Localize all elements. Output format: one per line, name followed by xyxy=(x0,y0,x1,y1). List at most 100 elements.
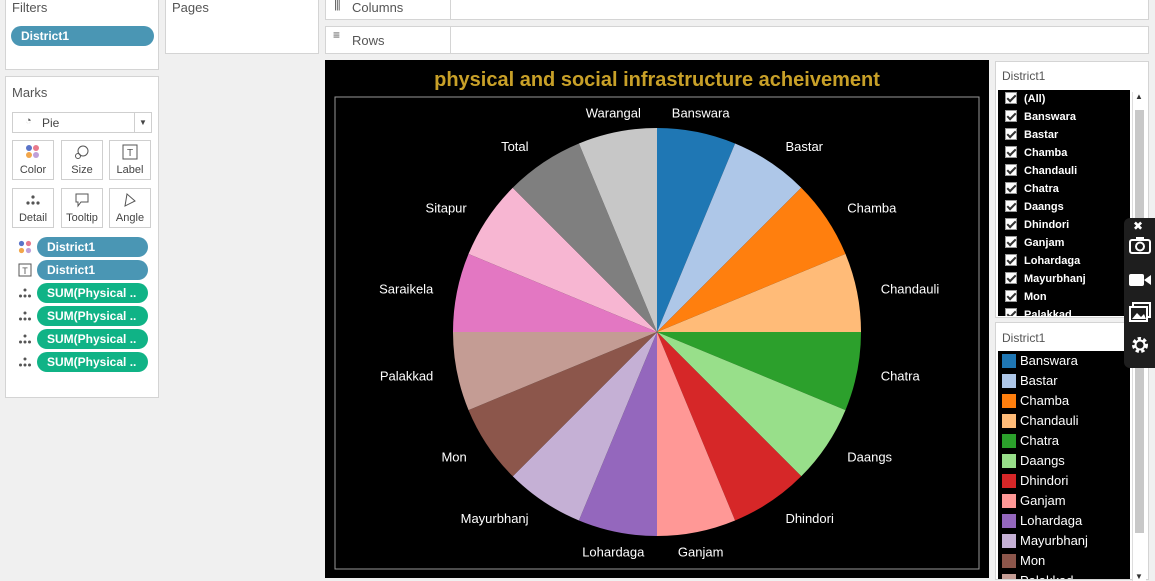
checkbox-checked-icon[interactable] xyxy=(1005,164,1017,176)
size-icon xyxy=(62,144,102,164)
marks-field-pill[interactable]: District1 xyxy=(37,237,148,257)
checkbox-checked-icon[interactable] xyxy=(1005,308,1017,316)
filter-option[interactable]: Chandauli xyxy=(998,162,1130,180)
checkbox-checked-icon[interactable] xyxy=(1005,218,1017,230)
legend-item[interactable]: Ganjam xyxy=(998,491,1130,511)
camera-icon[interactable] xyxy=(1128,236,1152,260)
legend-scroll-thumb[interactable] xyxy=(1135,363,1144,533)
gallery-icon[interactable] xyxy=(1128,302,1152,326)
legend-scrollbar[interactable]: ▼ xyxy=(1132,353,1146,581)
pie-slice[interactable] xyxy=(657,332,736,536)
pie-slice[interactable] xyxy=(657,332,846,477)
marks-field-pill[interactable]: SUM(Physical .. xyxy=(37,306,148,326)
filter-option-label: Dhindori xyxy=(1024,219,1070,231)
filter-option[interactable]: Lohardaga xyxy=(998,252,1130,270)
checkbox-checked-icon[interactable] xyxy=(1005,290,1017,302)
filter-scroll-thumb[interactable] xyxy=(1135,110,1144,240)
label-button[interactable]: T Label xyxy=(109,140,151,180)
legend-item[interactable]: Bastar xyxy=(998,371,1130,391)
rows-label: Rows xyxy=(352,33,385,48)
legend-swatch xyxy=(1002,534,1016,548)
filter-option[interactable]: Chamba xyxy=(998,144,1130,162)
filter-option[interactable]: Mon xyxy=(998,288,1130,306)
filter-option[interactable]: Palakkad xyxy=(998,306,1130,316)
color-button[interactable]: Color xyxy=(12,140,54,180)
pin-icon[interactable]: ✖ xyxy=(1132,219,1144,233)
angle-button[interactable]: Angle xyxy=(109,188,151,228)
checkbox-checked-icon[interactable] xyxy=(1005,200,1017,212)
pie-slice[interactable] xyxy=(657,128,736,332)
columns-label: Columns xyxy=(352,0,404,15)
detail-icon xyxy=(18,309,32,323)
filters-panel: Filters District1 xyxy=(5,0,159,70)
video-icon[interactable] xyxy=(1128,270,1152,294)
checkbox-checked-icon[interactable] xyxy=(1005,182,1017,194)
pie-slice[interactable] xyxy=(657,187,846,332)
legend-item[interactable]: Banswara xyxy=(998,351,1130,371)
marks-field-pill[interactable]: SUM(Physical .. xyxy=(37,329,148,349)
legend-label: Bastar xyxy=(1020,373,1058,388)
legend-item[interactable]: Mayurbhanj xyxy=(998,531,1130,551)
marks-field-pill[interactable]: SUM(Physical .. xyxy=(37,352,148,372)
slice-label: Saraikela xyxy=(379,281,434,296)
filter-option-label: Banswara xyxy=(1024,111,1076,123)
slice-label: Total xyxy=(501,139,529,154)
filter-option[interactable]: Chatra xyxy=(998,180,1130,198)
pie-slice[interactable] xyxy=(578,128,657,332)
pie-slice[interactable] xyxy=(453,332,657,411)
filter-option[interactable]: Bastar xyxy=(998,126,1130,144)
legend-swatch xyxy=(1002,494,1016,508)
legend-item[interactable]: Dhindori xyxy=(998,471,1130,491)
legend-label: Banswara xyxy=(1020,353,1078,368)
checkbox-checked-icon[interactable] xyxy=(1005,110,1017,122)
pie-slice[interactable] xyxy=(657,253,861,332)
filter-pill-district[interactable]: District1 xyxy=(11,26,154,46)
pie-slice[interactable] xyxy=(657,332,861,411)
pie-slice[interactable] xyxy=(468,187,657,332)
legend-item[interactable]: Daangs xyxy=(998,451,1130,471)
filter-option[interactable]: (All) xyxy=(998,90,1130,108)
pie-slice[interactable] xyxy=(578,332,657,536)
legend-item[interactable]: Palakkad xyxy=(998,571,1130,579)
filter-option[interactable]: Dhindori xyxy=(998,216,1130,234)
pie-slice[interactable] xyxy=(657,332,802,521)
checkbox-checked-icon[interactable] xyxy=(1005,272,1017,284)
columns-divider xyxy=(450,0,451,19)
slice-label: Dhindori xyxy=(785,511,834,526)
legend-item[interactable]: Mon xyxy=(998,551,1130,571)
detail-button[interactable]: Detail xyxy=(12,188,54,228)
checkbox-checked-icon[interactable] xyxy=(1005,92,1017,104)
detail-icon xyxy=(13,192,53,212)
legend-item[interactable]: Lohardaga xyxy=(998,511,1130,531)
checkbox-checked-icon[interactable] xyxy=(1005,128,1017,140)
pie-slice[interactable] xyxy=(453,253,657,332)
size-button[interactable]: Size xyxy=(61,140,103,180)
mark-type-dropdown[interactable]: ◔ Pie ▼ xyxy=(12,112,152,133)
pie-slice[interactable] xyxy=(512,143,657,332)
legend-swatch xyxy=(1002,374,1016,388)
marks-field-pill[interactable]: District1 xyxy=(37,260,148,280)
filter-option[interactable]: Ganjam xyxy=(998,234,1130,252)
filter-option[interactable]: Banswara xyxy=(998,108,1130,126)
slice-label: Banswara xyxy=(672,105,731,120)
rows-shelf[interactable]: ≡ Rows xyxy=(325,26,1149,54)
pie-slice[interactable] xyxy=(512,332,657,521)
pie-slice[interactable] xyxy=(468,332,657,477)
legend-swatch xyxy=(1002,354,1016,368)
legend-item[interactable]: Chandauli xyxy=(998,411,1130,431)
legend-item[interactable]: Chamba xyxy=(998,391,1130,411)
marks-field-pill[interactable]: SUM(Physical .. xyxy=(37,283,148,303)
tooltip-button[interactable]: Tooltip xyxy=(61,188,103,228)
scroll-up-icon: ▲ xyxy=(1135,92,1143,101)
legend-item[interactable]: Chatra xyxy=(998,431,1130,451)
filter-option-label: Chandauli xyxy=(1024,165,1078,177)
checkbox-checked-icon[interactable] xyxy=(1005,236,1017,248)
gear-icon[interactable] xyxy=(1128,335,1152,359)
checkbox-checked-icon[interactable] xyxy=(1005,146,1017,158)
columns-shelf[interactable]: ||| Columns xyxy=(325,0,1149,20)
checkbox-checked-icon[interactable] xyxy=(1005,254,1017,266)
filter-option[interactable]: Mayurbhanj xyxy=(998,270,1130,288)
legend-swatch xyxy=(1002,474,1016,488)
pie-slice[interactable] xyxy=(657,143,802,332)
filter-option[interactable]: Daangs xyxy=(998,198,1130,216)
